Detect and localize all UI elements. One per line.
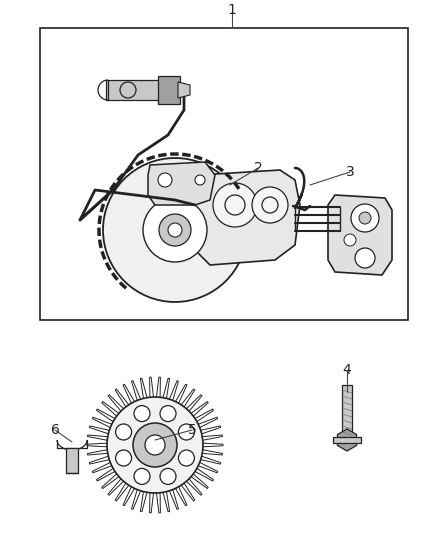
- Circle shape: [252, 187, 288, 223]
- Text: 2: 2: [254, 161, 262, 175]
- Circle shape: [168, 223, 182, 237]
- Circle shape: [116, 450, 131, 466]
- Circle shape: [195, 175, 205, 185]
- Polygon shape: [178, 82, 190, 98]
- Circle shape: [159, 214, 191, 246]
- Circle shape: [262, 197, 278, 213]
- Polygon shape: [158, 76, 180, 104]
- Circle shape: [225, 195, 245, 215]
- Polygon shape: [66, 448, 78, 473]
- Circle shape: [344, 234, 356, 246]
- Circle shape: [359, 212, 371, 224]
- Text: 5: 5: [187, 423, 196, 437]
- Circle shape: [107, 397, 203, 493]
- Circle shape: [178, 450, 194, 466]
- Polygon shape: [328, 195, 392, 275]
- Polygon shape: [337, 429, 357, 451]
- Circle shape: [103, 158, 247, 302]
- Circle shape: [134, 469, 150, 484]
- Polygon shape: [106, 80, 160, 100]
- Circle shape: [160, 406, 176, 422]
- Polygon shape: [342, 385, 352, 440]
- Polygon shape: [40, 28, 408, 320]
- Text: 4: 4: [343, 363, 351, 377]
- Polygon shape: [333, 437, 361, 443]
- Circle shape: [178, 424, 194, 440]
- Circle shape: [160, 469, 176, 484]
- Text: 3: 3: [346, 165, 354, 179]
- Polygon shape: [148, 162, 215, 205]
- Text: 6: 6: [50, 423, 60, 437]
- Circle shape: [351, 204, 379, 232]
- Circle shape: [145, 435, 165, 455]
- Circle shape: [158, 173, 172, 187]
- Polygon shape: [192, 170, 300, 265]
- Circle shape: [355, 248, 375, 268]
- Circle shape: [116, 424, 131, 440]
- Circle shape: [133, 423, 177, 467]
- Circle shape: [134, 406, 150, 422]
- Text: 1: 1: [228, 3, 237, 17]
- Circle shape: [143, 198, 207, 262]
- Circle shape: [213, 183, 257, 227]
